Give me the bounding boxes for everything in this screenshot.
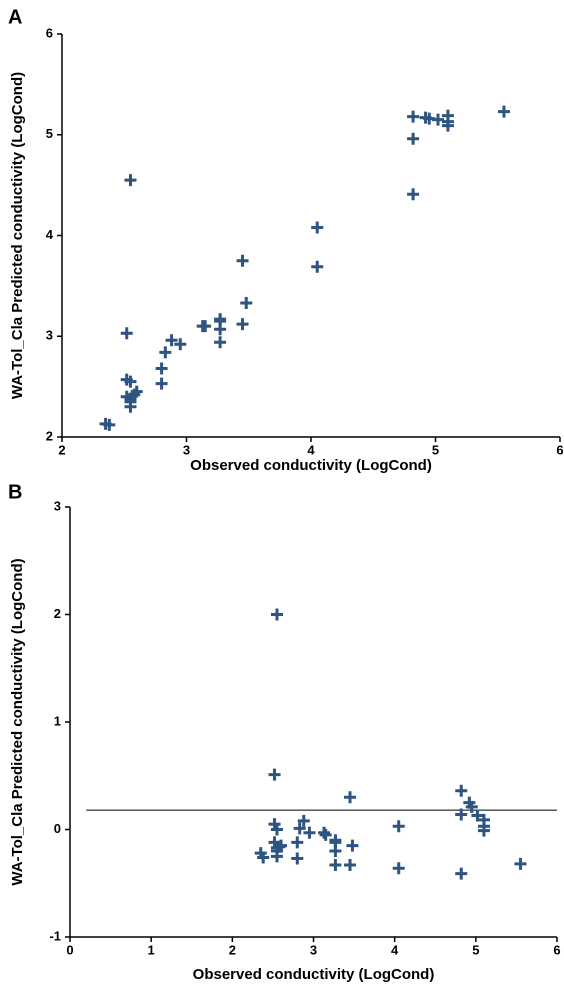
panel-label: A [8, 6, 22, 28]
point [291, 852, 304, 865]
point [311, 221, 324, 234]
y-tick-label: 3 [54, 498, 61, 513]
point [199, 320, 212, 333]
point [344, 791, 357, 804]
y-tick-label: -1 [49, 928, 61, 943]
point [268, 768, 281, 781]
point [477, 824, 490, 837]
x-tick-label: 3 [183, 442, 190, 457]
point [441, 119, 454, 132]
x-axis-title: Observed conductivity (LogCond) [193, 966, 435, 983]
x-tick-label: 4 [307, 442, 315, 457]
y-tick-label: 2 [54, 606, 61, 621]
point [329, 845, 342, 857]
point [465, 800, 478, 813]
x-tick-label: 5 [432, 442, 439, 457]
point [124, 375, 137, 388]
point [270, 850, 283, 863]
point [407, 188, 420, 201]
y-tick-label: 4 [46, 227, 54, 242]
y-axis-title: WA-Tol_Cla Predicted conductivity (LogCo… [9, 72, 26, 399]
x-tick-label: 0 [66, 942, 73, 957]
y-tick-label: 3 [46, 328, 53, 343]
point [270, 823, 283, 836]
x-axis-title: Observed conductivity (LogCond) [190, 457, 432, 474]
y-tick-label: 6 [46, 25, 53, 40]
point [103, 418, 116, 431]
point [392, 820, 405, 833]
y-axis-title: WA-Tol_Cla Predicted conductivity (LogCo… [9, 558, 26, 885]
point [318, 826, 331, 839]
x-tick-label: 6 [556, 442, 563, 457]
point [297, 814, 310, 827]
x-tick-label: 2 [229, 942, 236, 957]
x-tick-label: 3 [310, 942, 317, 957]
point [293, 822, 306, 835]
point [130, 385, 143, 398]
point [455, 784, 468, 797]
point [236, 254, 249, 267]
point [319, 828, 332, 841]
point [124, 174, 137, 187]
point [346, 839, 359, 852]
point [431, 113, 444, 126]
x-tick-label: 5 [472, 942, 479, 957]
point [392, 862, 405, 875]
panel-label: B [8, 481, 22, 503]
point [303, 826, 316, 839]
point [311, 260, 324, 273]
point [165, 334, 178, 347]
y-tick-label: 1 [54, 713, 61, 728]
y-tick-label: 0 [54, 821, 61, 836]
x-tick-label: 6 [553, 942, 560, 957]
y-tick-label: 5 [46, 126, 53, 141]
point [329, 858, 342, 871]
point [236, 318, 249, 331]
x-tick-label: 4 [391, 942, 399, 957]
point [407, 132, 420, 145]
point [407, 110, 420, 123]
point [455, 867, 468, 880]
point [497, 105, 510, 118]
point [120, 327, 133, 340]
point [291, 836, 304, 849]
point [214, 336, 227, 349]
point [270, 608, 283, 621]
point [275, 839, 288, 852]
point [471, 809, 484, 822]
point [455, 808, 468, 821]
point [257, 851, 270, 864]
point [124, 400, 137, 413]
point [159, 346, 172, 359]
x-tick-label: 1 [148, 942, 155, 957]
point [174, 338, 187, 351]
point [514, 857, 527, 870]
point [240, 297, 253, 310]
point [344, 858, 357, 871]
point [214, 323, 227, 336]
x-tick-label: 2 [58, 442, 65, 457]
point [155, 377, 168, 390]
y-tick-label: 2 [46, 428, 53, 443]
point [155, 362, 168, 375]
